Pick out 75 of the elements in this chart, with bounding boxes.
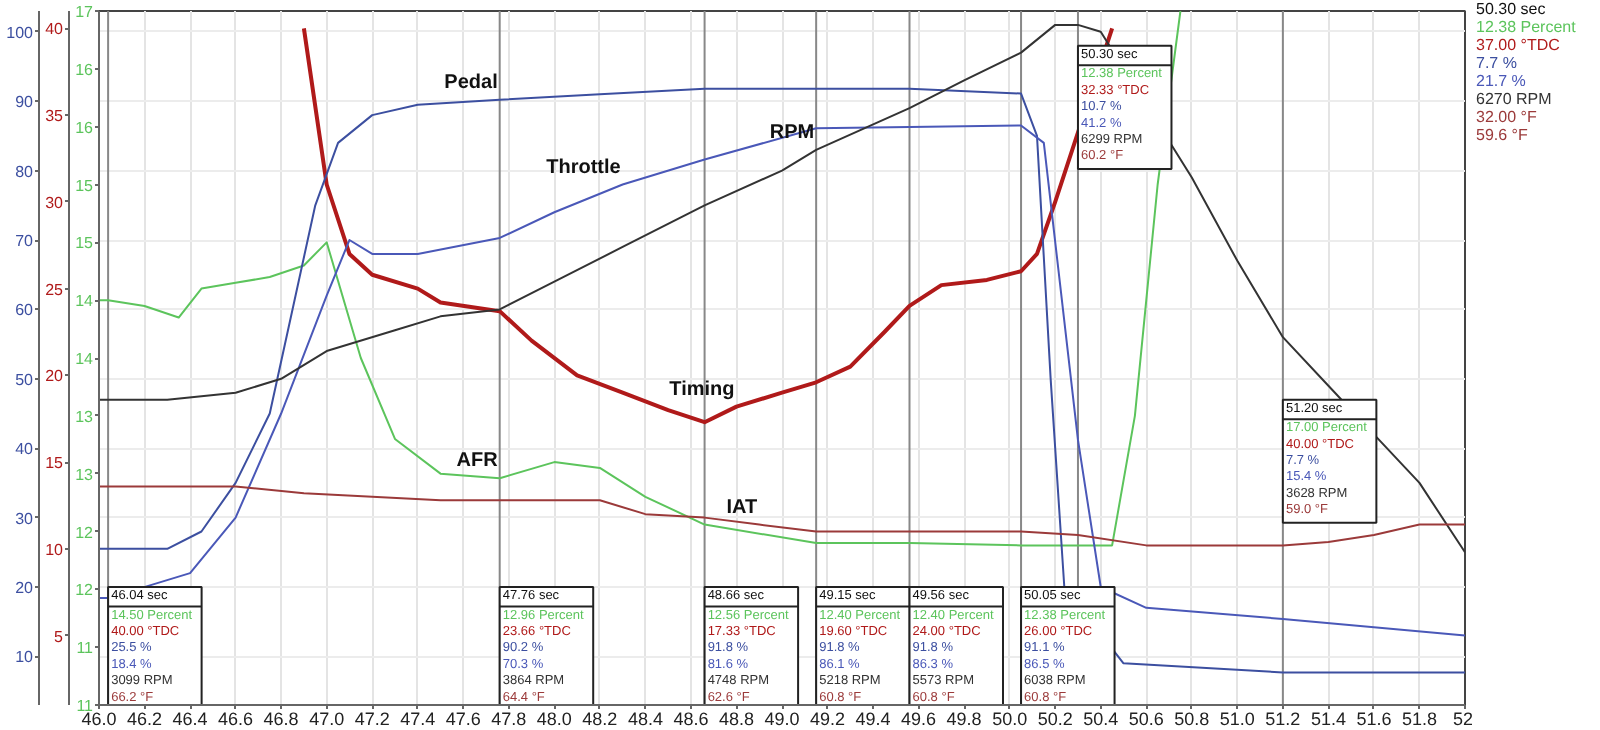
y-tick-label: 70 <box>15 232 35 251</box>
series-label: IAT <box>726 496 758 519</box>
y-tick-label: 90 <box>15 93 35 112</box>
text: 37.00 °TDC <box>1476 36 1562 54</box>
x-tick-label: 46.6 <box>218 709 254 729</box>
x-tick-label: 51.0 <box>1219 709 1255 729</box>
y-tick-label: 100 <box>6 23 35 42</box>
text: 32.00 °F <box>1476 108 1539 126</box>
y3-tick-label: 15 <box>75 234 95 253</box>
y2-tick-label: 20 <box>45 367 65 386</box>
y-tick-label: 20 <box>15 579 35 598</box>
x-tick-label: 51.6 <box>1356 709 1392 729</box>
x-tick-label: 47.2 <box>354 709 390 729</box>
y3-tick-label: 12 <box>75 581 95 600</box>
text: 6270 RPM <box>1476 90 1554 108</box>
y-tick-label: 30 <box>15 509 35 528</box>
text: 21.7 % <box>1476 72 1528 90</box>
x-tick-label: 46.4 <box>172 709 208 729</box>
text: 12.38 Percent <box>1476 18 1576 36</box>
y-tick-label: 60 <box>15 301 35 320</box>
x-tick-label: 46.2 <box>127 709 163 729</box>
y3-tick-label: 12 <box>75 523 95 542</box>
y-tick-label: 80 <box>15 162 35 181</box>
x-tick-label: 51.8 <box>1401 709 1438 729</box>
text: 7.7 % <box>1476 54 1519 72</box>
x-tick-label: 47.8 <box>491 709 527 729</box>
text: 50.30 sec <box>1476 0 1548 18</box>
y2-tick-label: 15 <box>45 454 65 473</box>
y3-tick-label: 11 <box>76 639 95 658</box>
x-tick-label: 50.6 <box>1128 709 1164 729</box>
x-tick-label: 49.6 <box>901 709 937 729</box>
x-tick-label: 50.8 <box>1174 709 1210 729</box>
x-tick-label: 49.0 <box>764 709 800 729</box>
series-label: AFR <box>456 450 500 473</box>
x-tick-label: 52 <box>1452 709 1474 729</box>
x-tick-label: 50.2 <box>1037 709 1073 729</box>
y-tick-label: 50 <box>15 370 35 389</box>
x-tick-label: 48.4 <box>627 709 663 729</box>
x-tick-label: 51.4 <box>1310 709 1346 729</box>
y3-tick-label: 11 <box>76 697 95 715</box>
x-tick-label: 48.2 <box>582 709 618 729</box>
y3-tick-label: 14 <box>75 350 95 368</box>
x-tick-label: 46.8 <box>263 709 299 729</box>
series-label: Pedal <box>444 71 499 94</box>
x-tick-label: 48.6 <box>673 709 709 729</box>
x-tick-label: 50.4 <box>1083 709 1119 729</box>
x-tick-label: 49.4 <box>855 709 891 729</box>
x-tick-label: 47.4 <box>400 709 436 729</box>
y3-tick-label: 14 <box>75 292 95 311</box>
x-tick-label: 51.2 <box>1265 709 1301 729</box>
y2-tick-label: 30 <box>45 193 65 212</box>
x-tick-label: 46.0 <box>81 709 117 729</box>
x-tick-label: 49.2 <box>810 709 846 729</box>
y3-tick-label: 16 <box>75 60 95 79</box>
y2-tick-label: 40 <box>45 20 65 39</box>
y3-tick-label: 13 <box>75 407 95 426</box>
x-tick-label: 47.0 <box>309 709 345 729</box>
text: 59.6 °F <box>1476 126 1530 144</box>
y3-tick-label: 16 <box>75 118 95 137</box>
y3-tick-label: 17 <box>75 3 95 21</box>
y-tick-label: 40 <box>15 440 35 459</box>
series-label: Timing <box>669 378 735 401</box>
y3-tick-label: 13 <box>75 465 95 484</box>
x-tick-label: 48.0 <box>536 709 572 729</box>
x-tick-label: 47.6 <box>445 709 481 729</box>
y2-tick-label: 5 <box>54 627 65 646</box>
x-tick-label: 49.8 <box>946 709 982 729</box>
series-label: Throttle <box>546 156 622 179</box>
x-tick-label: 48.8 <box>718 709 755 729</box>
y-tick-label: 10 <box>15 648 35 667</box>
x-tick-label: 50.0 <box>992 709 1028 729</box>
y2-tick-label: 35 <box>45 107 65 126</box>
y2-tick-label: 10 <box>45 540 65 559</box>
y2-tick-label: 25 <box>45 280 65 299</box>
y3-tick-label: 15 <box>75 176 95 195</box>
